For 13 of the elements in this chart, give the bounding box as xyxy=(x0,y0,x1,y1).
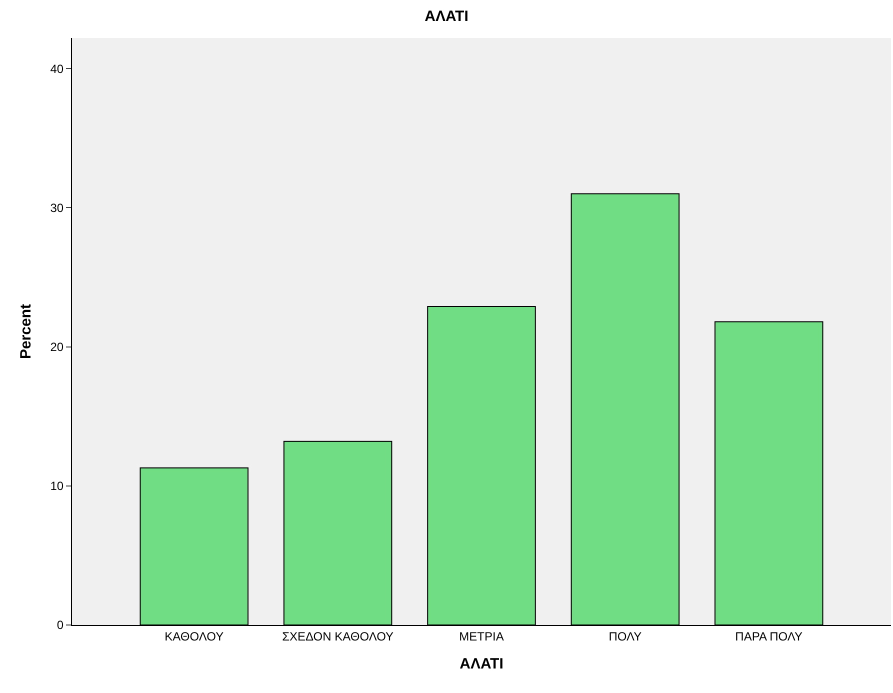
y-axis-title: Percent xyxy=(17,304,34,360)
y-tick-label: 20 xyxy=(50,340,64,354)
x-tick-label: ΣΧΕΔΟΝ ΚΑΘΟΛΟΥ xyxy=(282,629,394,644)
y-tick-label: 10 xyxy=(50,479,64,494)
y-tick-label: 0 xyxy=(56,618,64,632)
y-tick-label: 40 xyxy=(50,62,64,76)
chart-title: ΑΛΑΤΙ xyxy=(424,8,468,25)
y-tick-label: 30 xyxy=(50,200,64,215)
x-axis-title: ΑΛΑΤΙ xyxy=(460,655,504,672)
x-tick-label: ΚΑΘΟΛΟΥ xyxy=(164,629,224,644)
x-tick-label: ΠΑΡΑ ΠΟΛΥ xyxy=(735,629,803,644)
x-tick-label: ΜΕΤΡΙΑ xyxy=(459,629,504,644)
x-tick-label: ΠΟΛΥ xyxy=(608,629,642,644)
